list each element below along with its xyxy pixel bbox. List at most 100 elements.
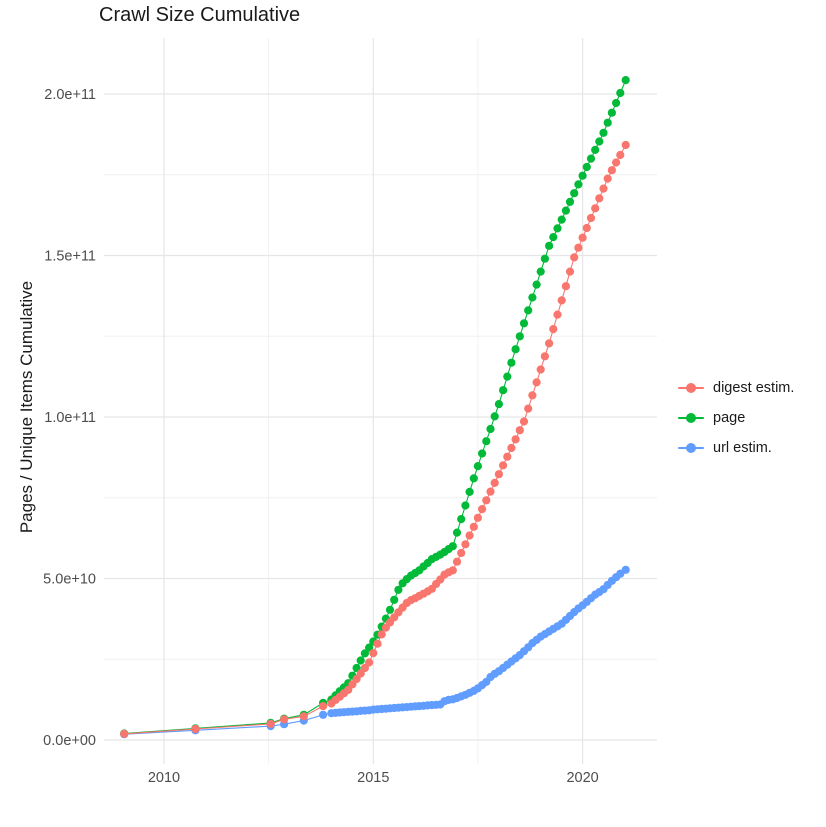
data-point [482, 437, 491, 446]
data-point [299, 712, 308, 721]
data-point [473, 513, 482, 522]
data-point [452, 528, 462, 537]
data-point [553, 310, 562, 319]
data-point [591, 204, 600, 213]
data-point [549, 233, 558, 242]
data-point [574, 243, 583, 252]
data-point [612, 158, 621, 167]
data-point [469, 474, 478, 483]
data-point [528, 293, 537, 302]
data-point [457, 515, 466, 524]
data-point [448, 542, 457, 551]
data-point [490, 412, 499, 421]
data-point [578, 233, 587, 242]
data-point [465, 487, 474, 496]
data-point [591, 145, 600, 154]
data-point [478, 505, 487, 514]
data-point [582, 162, 591, 172]
chart-title: Crawl Size Cumulative [99, 4, 301, 26]
data-point [595, 137, 604, 146]
data-point [540, 352, 550, 361]
data-point [621, 140, 630, 150]
data-point [570, 253, 579, 262]
data-point [557, 215, 566, 224]
data-point [607, 108, 617, 117]
data-point [482, 496, 491, 505]
data-point [377, 630, 386, 639]
data-point [515, 426, 524, 435]
data-point [266, 719, 275, 729]
data-point [373, 639, 382, 648]
legend-point-icon [686, 442, 696, 453]
data-point [528, 391, 537, 400]
data-point [503, 452, 512, 461]
data-point [561, 282, 571, 291]
legend-label-page: page [713, 409, 746, 426]
data-point [599, 128, 608, 137]
y-tick-label: 1.0e+11 [44, 410, 96, 426]
legend-point-icon [686, 382, 696, 393]
data-point [599, 184, 608, 193]
data-point [616, 88, 625, 98]
data-point [582, 223, 591, 233]
data-point [621, 565, 630, 574]
data-point [603, 118, 612, 127]
data-point [532, 378, 541, 387]
data-point [578, 171, 587, 180]
y-tick-label: 1.5e+11 [44, 249, 96, 265]
data-point [607, 166, 617, 175]
data-point [603, 174, 612, 183]
data-point [574, 180, 583, 189]
data-point [191, 724, 200, 734]
data-point [499, 461, 508, 470]
data-point [524, 306, 533, 315]
data-point [595, 194, 604, 203]
data-point [319, 702, 328, 711]
legend-label-digest-estim: digest estim. [713, 379, 795, 396]
data-point [507, 443, 516, 453]
data-point [394, 585, 403, 594]
data-point [465, 531, 474, 540]
data-point [557, 296, 566, 305]
data-point [545, 241, 554, 250]
legend-key-page [678, 407, 704, 428]
data-point [478, 449, 487, 458]
data-point [586, 154, 596, 163]
data-point [486, 487, 495, 496]
data-point [390, 595, 399, 604]
data-point [570, 189, 579, 198]
data-point [519, 319, 529, 328]
data-point [621, 76, 630, 85]
legend-label-url-estim: url estim. [713, 439, 772, 456]
data-point [461, 540, 470, 549]
data-point [565, 267, 575, 276]
data-point [356, 656, 365, 665]
legend-item-digest-estim: digest estim. [678, 377, 794, 398]
legend-key-digest-estim [678, 377, 704, 398]
data-point [536, 365, 545, 374]
data-point [553, 224, 562, 233]
data-point [540, 254, 550, 263]
data-point [545, 339, 554, 348]
data-point [494, 470, 503, 479]
data-point [461, 501, 470, 510]
data-point [511, 345, 520, 354]
legend: digest estim. page url estim. [678, 377, 794, 458]
legend-point-icon [686, 412, 696, 423]
legend-item-url-estim: url estim. [678, 437, 794, 458]
data-point [536, 267, 545, 276]
data-point [532, 280, 541, 289]
data-point [524, 404, 533, 413]
data-point [369, 649, 378, 658]
legend-key-url-estim [678, 437, 704, 458]
data-point [586, 213, 596, 223]
data-point [494, 400, 503, 409]
data-point [561, 206, 571, 215]
data-point [616, 150, 625, 160]
data-point [360, 649, 369, 658]
data-point [385, 605, 395, 614]
y-tick-label: 2.0e+11 [44, 87, 96, 103]
data-point [515, 332, 524, 341]
